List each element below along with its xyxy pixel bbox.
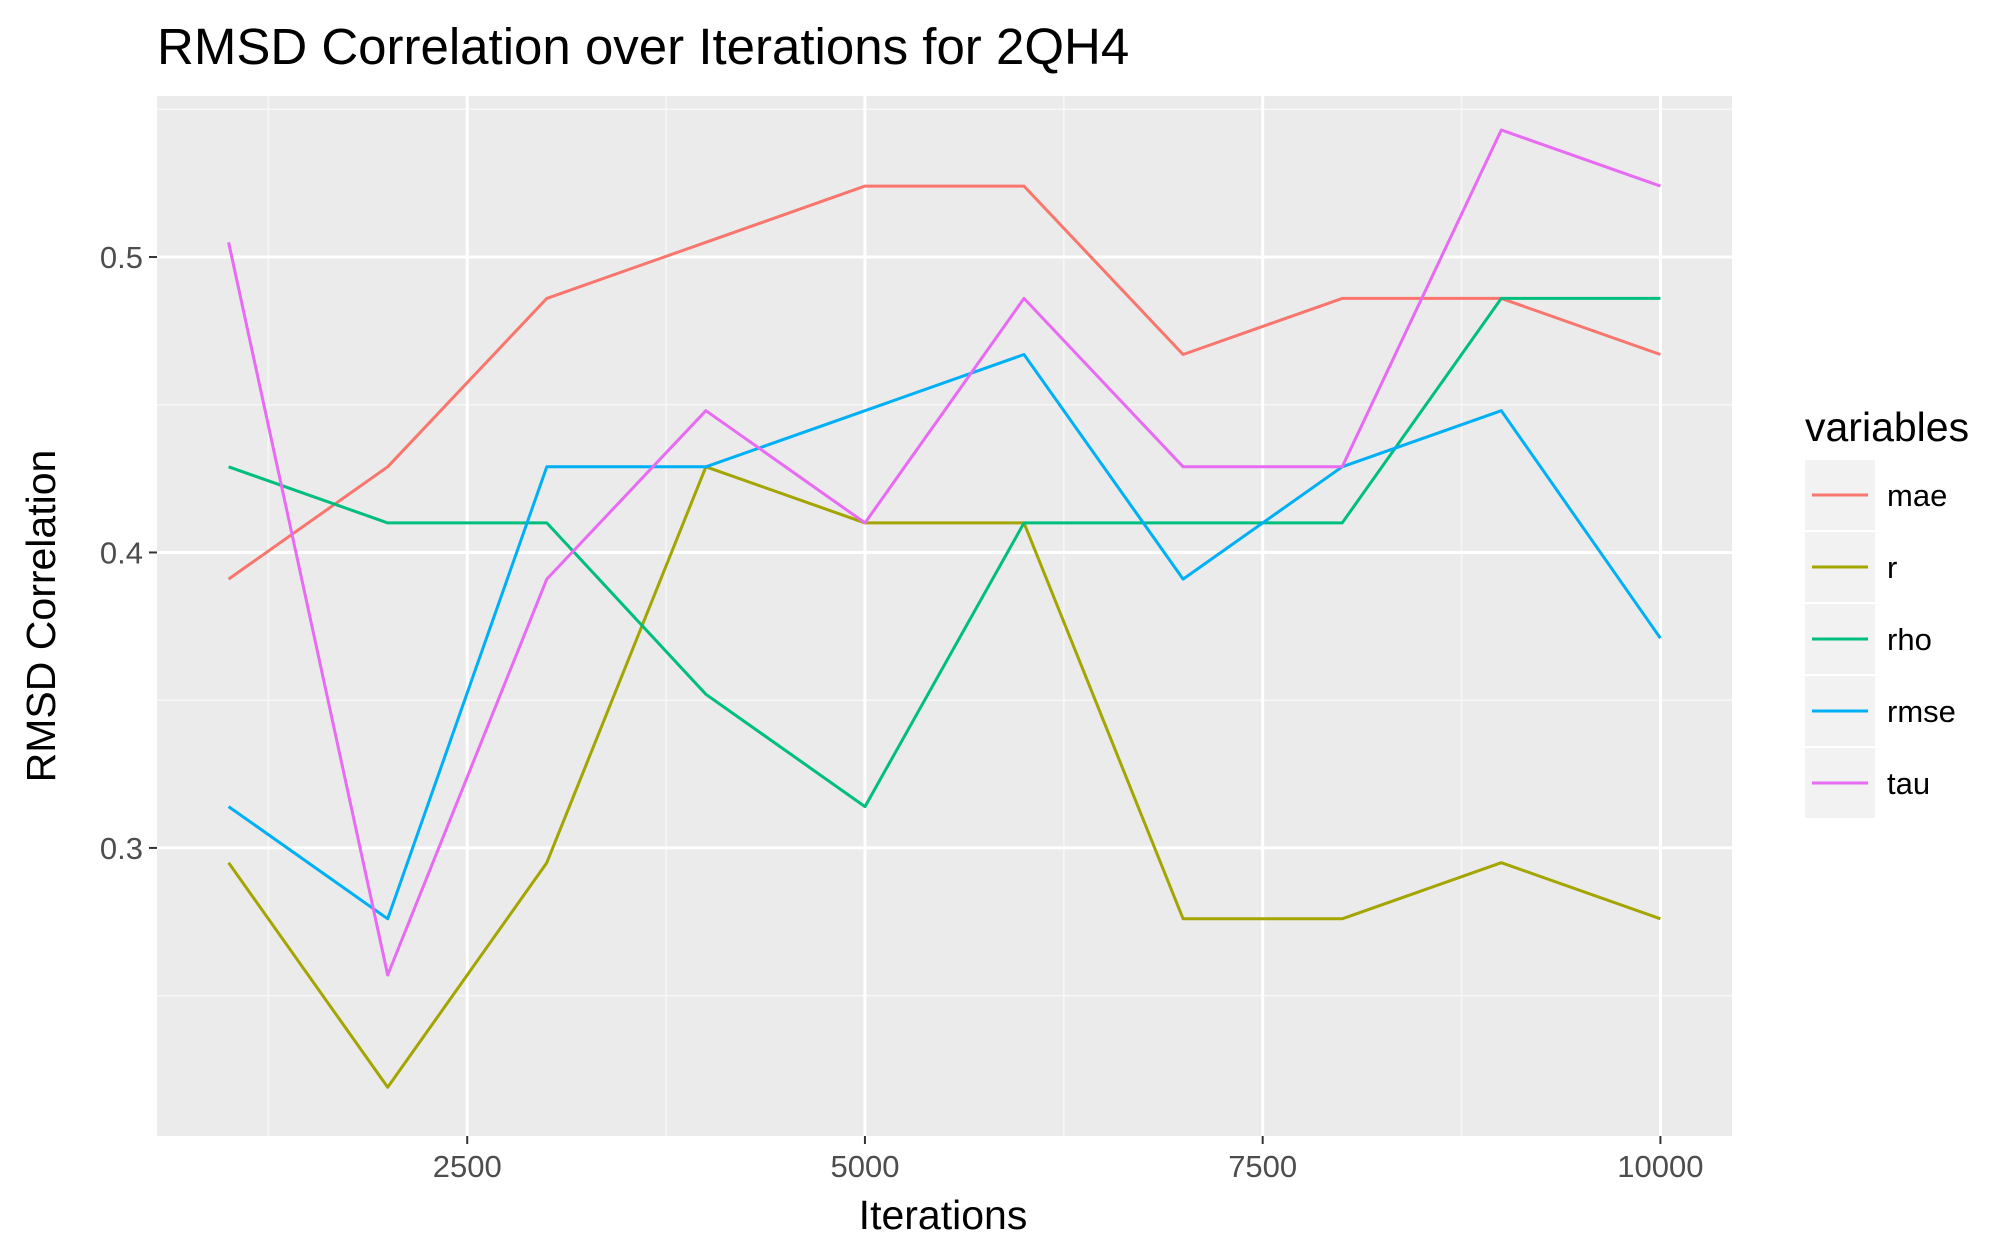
chart-title: RMSD Correlation over Iterations for 2QH… — [157, 18, 1129, 75]
series-line-rho — [228, 296, 1661, 809]
legend-label-rho: rho — [1887, 622, 1932, 657]
y-tick-label: 0.3 — [100, 831, 143, 866]
x-tick-label: 2500 — [433, 1149, 502, 1184]
y-tick-label: 0.4 — [100, 535, 143, 570]
legend-title: variables — [1805, 404, 1969, 450]
minor-gridlines-x — [267, 96, 1463, 1136]
series-line-tau — [227, 128, 1661, 977]
x-tick-label: 10000 — [1617, 1149, 1703, 1184]
y-axis-title: RMSD Correlation — [18, 450, 64, 783]
x-tick-label: 5000 — [830, 1149, 899, 1184]
series-lines — [227, 128, 1662, 1089]
legend-keys: mae r rho rmse tau — [1805, 460, 1956, 818]
y-axis: 0.3 0.4 0.5 — [100, 240, 157, 866]
x-axis-title: Iterations — [859, 1192, 1028, 1238]
x-axis: 2500 5000 7500 10000 — [433, 1136, 1704, 1184]
legend-label-r: r — [1887, 550, 1897, 585]
y-tick-label: 0.5 — [100, 240, 143, 275]
legend-label-rmse: rmse — [1887, 694, 1956, 729]
series-line-r — [227, 465, 1661, 1089]
x-tick-label: 7500 — [1228, 1149, 1297, 1184]
major-gridlines-x — [465, 96, 1662, 1136]
minor-gridlines-y — [157, 108, 1732, 997]
plot-panel — [157, 96, 1732, 1136]
major-gridlines-y — [157, 255, 1732, 850]
legend-label-mae: mae — [1887, 478, 1947, 513]
series-line-rmse — [227, 353, 1662, 921]
legend-label-tau: tau — [1887, 766, 1930, 801]
legend: variables mae r rho rmse tau — [1805, 404, 1969, 818]
